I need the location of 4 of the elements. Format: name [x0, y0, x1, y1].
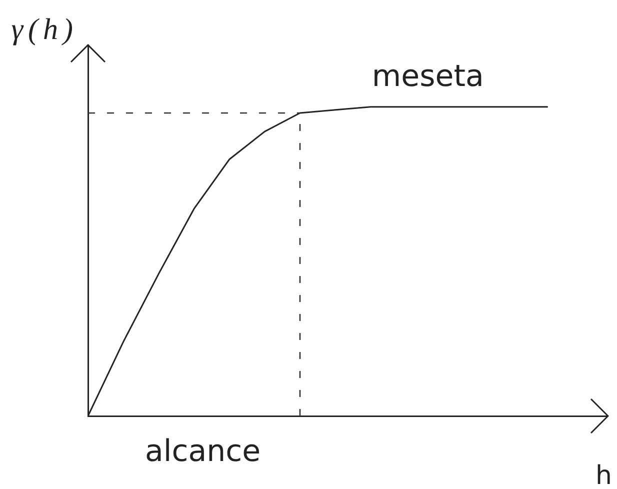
text: meseta [372, 58, 484, 94]
y-axis-title: γ(h) [11, 13, 78, 46]
text: alcance [145, 434, 261, 469]
x-axis-title: h [596, 461, 612, 489]
